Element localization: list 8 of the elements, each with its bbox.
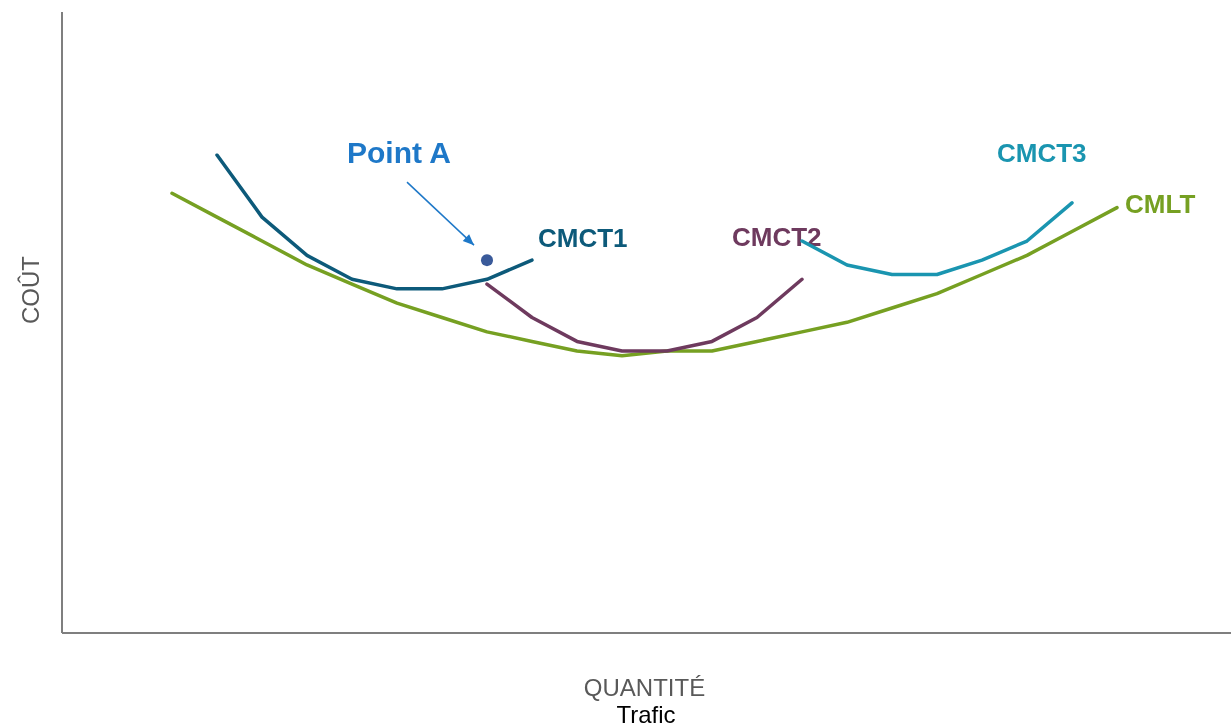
y-axis-title: COÛT xyxy=(16,255,44,324)
series-label: CMCT2 xyxy=(732,222,822,253)
series-label: CMLT xyxy=(1125,188,1196,219)
x-axis-title: QUANTITÉ xyxy=(583,673,706,701)
text: Trafic xyxy=(616,700,676,728)
annotation: Point A xyxy=(347,135,451,169)
series-label: CMCT1 xyxy=(538,223,628,254)
series-label: CMCT3 xyxy=(997,137,1087,168)
